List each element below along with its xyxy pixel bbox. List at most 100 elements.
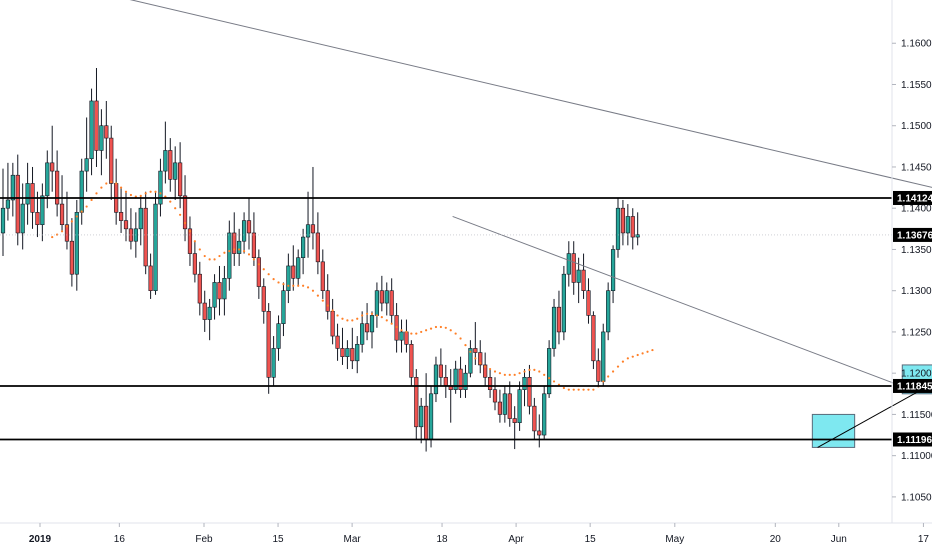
moving-average-dot: [169, 200, 172, 203]
moving-average-dot: [469, 350, 472, 353]
candle-body: [94, 100, 99, 151]
moving-average-dot: [543, 373, 546, 376]
candle-body: [596, 360, 601, 382]
candle-body: [399, 331, 404, 341]
price-tag-label: 1.14124: [897, 193, 932, 204]
moving-average-dots: [51, 180, 654, 391]
moving-average-dot: [631, 355, 634, 358]
moving-average-dot: [503, 373, 506, 376]
candle-body: [202, 302, 207, 320]
candle-body: [192, 253, 197, 275]
moving-average-dot: [552, 380, 556, 383]
moving-average-dot: [282, 282, 285, 286]
moving-average-dot: [498, 372, 502, 375]
candle-body: [374, 290, 380, 316]
moving-average-dot: [154, 190, 157, 193]
candle-body: [241, 220, 247, 242]
horizontal-levels[interactable]: [0, 197, 892, 441]
moving-average-dot: [415, 332, 418, 335]
moving-average-dot: [277, 281, 280, 284]
moving-average-dot: [292, 284, 295, 287]
moving-average-dot: [321, 299, 324, 302]
candle-body: [153, 203, 158, 291]
candle-body: [15, 174, 20, 234]
moving-average-dot: [400, 329, 403, 332]
price-tick-label: 1.11000: [901, 451, 932, 462]
trend-lines[interactable]: [35, 0, 932, 448]
candle-body: [463, 372, 468, 390]
moving-average-dot: [306, 286, 310, 289]
candle-body: [232, 232, 237, 254]
candle-body: [512, 418, 517, 423]
price-tag-bg: [893, 190, 932, 205]
price-tick-label: 1.10500: [901, 492, 932, 503]
time-tick-label: 2019: [29, 534, 52, 545]
candle-body: [542, 393, 547, 436]
price-tick-label: 1.11500: [901, 410, 932, 421]
candle-body: [360, 323, 365, 345]
price-tick-label: 1.12000: [901, 369, 932, 380]
moving-average-dot: [375, 314, 379, 317]
candle-body: [507, 393, 512, 419]
price-tick-label: 1.14000: [901, 204, 932, 215]
candle-body: [478, 352, 483, 366]
moving-average-dot: [444, 326, 447, 329]
candle-body: [497, 401, 503, 415]
time-axis[interactable]: 201916Feb15Mar18Apr15May20Jun17Jul15Aug1…: [29, 523, 932, 545]
candle-body: [453, 368, 458, 390]
moving-average-dot: [110, 180, 113, 183]
candle-body: [350, 348, 355, 362]
moving-average-dot: [429, 327, 433, 330]
price-axis[interactable]: 1.16000 1.15500 1.15000 1.14500 1.14000 1.135…: [892, 39, 932, 504]
moving-average-dot: [538, 370, 541, 373]
price-tag-label: 1.11845: [897, 381, 932, 392]
candle-body: [143, 207, 148, 267]
candle-body: [581, 269, 586, 291]
moving-average-dot: [174, 207, 177, 210]
moving-average-dot: [124, 190, 128, 193]
candle-body: [601, 331, 606, 382]
moving-average-dot: [105, 182, 108, 185]
moving-average-dot: [115, 182, 118, 185]
candle-body: [222, 278, 227, 300]
candle-body: [335, 335, 340, 349]
moving-average-dot: [474, 357, 477, 360]
candle-body: [443, 377, 448, 386]
moving-average-dot: [51, 235, 54, 239]
candle-body: [104, 125, 109, 139]
candle-body: [266, 311, 271, 378]
candle-body: [433, 364, 439, 395]
candle-body: [384, 290, 389, 304]
candle-body: [325, 290, 330, 312]
candle-body: [492, 389, 498, 403]
moving-average-dot: [405, 330, 408, 334]
candle-body: [118, 212, 124, 221]
moving-average-dot: [484, 365, 487, 368]
time-tick-label: Jun: [831, 534, 847, 545]
candle-body: [25, 183, 30, 205]
price-tick-label: 1.16000: [901, 39, 932, 50]
moving-average-dot: [351, 319, 354, 322]
trend-line[interactable]: [817, 254, 932, 448]
time-tick-label: Apr: [508, 534, 524, 545]
moving-average-dot: [213, 258, 216, 261]
candle-body: [138, 207, 143, 230]
time-tick-label: Mar: [343, 534, 361, 545]
moving-average-dot: [533, 368, 536, 371]
moving-average-dot: [228, 250, 231, 253]
moving-average-dot: [346, 319, 349, 322]
moving-average-dot: [626, 357, 629, 360]
candle-body: [404, 331, 409, 345]
moving-average-dot: [449, 329, 452, 332]
trend-line[interactable]: [35, 0, 932, 291]
candlestick-series: [0, 67, 640, 452]
trend-line[interactable]: [452, 215, 903, 387]
candle-body: [217, 282, 222, 300]
candle-body: [109, 137, 114, 184]
candle-body: [281, 290, 286, 324]
price-tick-label: 1.12500: [901, 327, 932, 338]
candle-body: [286, 265, 291, 291]
moving-average-dot: [90, 198, 93, 202]
candle-body: [45, 162, 50, 197]
